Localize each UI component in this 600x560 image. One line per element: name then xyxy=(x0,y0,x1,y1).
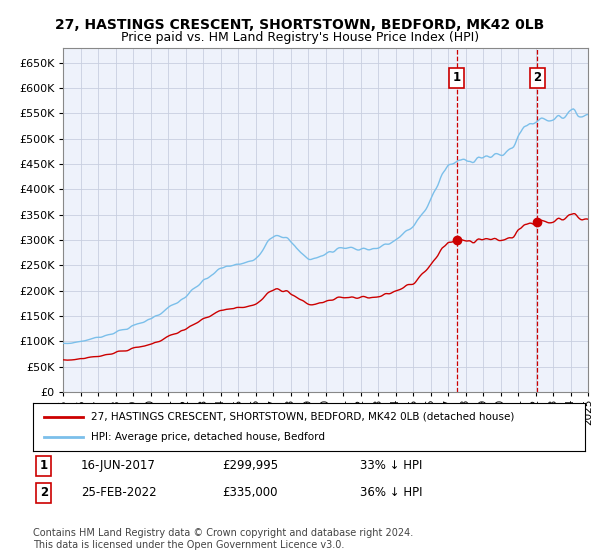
Text: HPI: Average price, detached house, Bedford: HPI: Average price, detached house, Bedf… xyxy=(91,432,325,442)
Text: 2: 2 xyxy=(40,486,48,500)
Text: £299,995: £299,995 xyxy=(222,459,278,473)
Text: 27, HASTINGS CRESCENT, SHORTSTOWN, BEDFORD, MK42 0LB: 27, HASTINGS CRESCENT, SHORTSTOWN, BEDFO… xyxy=(55,18,545,32)
Text: Price paid vs. HM Land Registry's House Price Index (HPI): Price paid vs. HM Land Registry's House … xyxy=(121,31,479,44)
Text: 27, HASTINGS CRESCENT, SHORTSTOWN, BEDFORD, MK42 0LB (detached house): 27, HASTINGS CRESCENT, SHORTSTOWN, BEDFO… xyxy=(91,412,514,422)
Text: 1: 1 xyxy=(452,72,461,85)
Text: 1: 1 xyxy=(40,459,48,473)
Text: 36% ↓ HPI: 36% ↓ HPI xyxy=(360,486,422,500)
Text: 2: 2 xyxy=(533,72,541,85)
Text: Contains HM Land Registry data © Crown copyright and database right 2024.
This d: Contains HM Land Registry data © Crown c… xyxy=(33,528,413,550)
Text: 16-JUN-2017: 16-JUN-2017 xyxy=(81,459,156,473)
Text: 25-FEB-2022: 25-FEB-2022 xyxy=(81,486,157,500)
Text: £335,000: £335,000 xyxy=(222,486,277,500)
Text: 33% ↓ HPI: 33% ↓ HPI xyxy=(360,459,422,473)
